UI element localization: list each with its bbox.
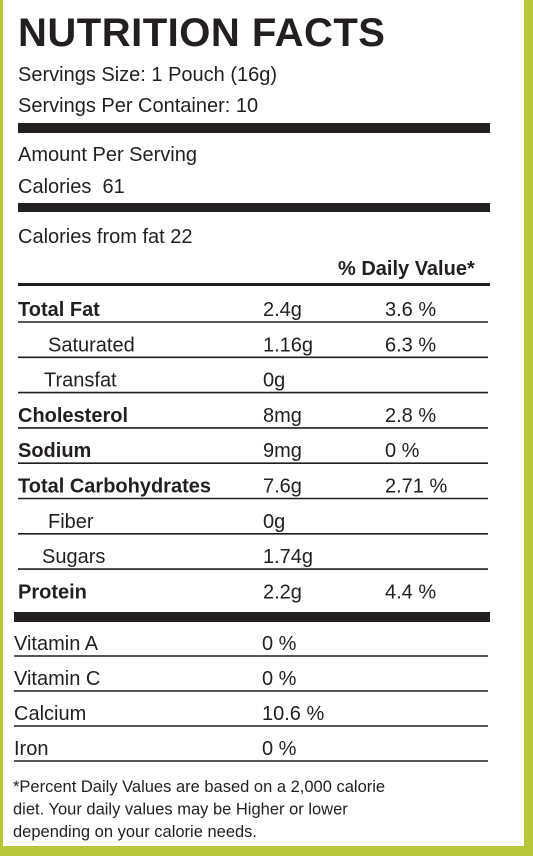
nutrient-daily-value: 6.3 % bbox=[385, 334, 436, 356]
label-panel bbox=[3, 0, 524, 846]
nutrient-amount: 2.4g bbox=[263, 299, 302, 321]
vitamin-amount: 10.6 % bbox=[262, 703, 324, 725]
vitamin-name: Vitamin C bbox=[14, 668, 100, 690]
vitamin-name: Calcium bbox=[14, 703, 86, 725]
nutrient-daily-value: 3.6 % bbox=[385, 299, 436, 321]
nutrient-name: Cholesterol bbox=[18, 405, 128, 427]
nutrient-name: Saturated bbox=[48, 334, 135, 356]
amount-per-serving: Amount Per Serving bbox=[18, 144, 197, 166]
footnote-line: *Percent Daily Values are based on a 2,0… bbox=[13, 778, 385, 796]
vitamin-name: Vitamin A bbox=[14, 633, 99, 655]
serving-size: Servings Size: 1 Pouch (16g) bbox=[18, 64, 277, 86]
nutrient-name: Protein bbox=[18, 581, 87, 603]
nutrient-table: Total Fat 2.4g 3.6 % Saturated 1.16g 6.3 % Tra… bbox=[18, 299, 488, 603]
calories-from-fat: Calories from fat 22 bbox=[18, 226, 193, 248]
nutrient-amount: 9mg bbox=[263, 440, 302, 462]
nutrient-name: Sugars bbox=[42, 546, 105, 568]
nutrient-daily-value: 0 % bbox=[385, 440, 420, 462]
nutrient-amount: 7.6g bbox=[263, 476, 302, 498]
thick-rule bbox=[14, 612, 490, 622]
nutrient-amount: 2.2g bbox=[263, 581, 302, 603]
footnote-line: depending on your calorie needs. bbox=[13, 823, 257, 841]
nutrient-name: Fiber bbox=[48, 511, 94, 533]
nutrient-amount: 0g bbox=[263, 370, 285, 392]
footnote-line: diet. Your daily values may be Higher or… bbox=[13, 801, 348, 819]
nutrient-name: Total Fat bbox=[18, 299, 100, 321]
vitamin-amount: 0 % bbox=[262, 668, 297, 690]
calories: Calories 61 bbox=[18, 176, 125, 198]
nutrient-name: Total Carbohydrates bbox=[18, 476, 211, 498]
nutrient-amount: 1.74g bbox=[263, 546, 313, 568]
vitamin-amount: 0 % bbox=[262, 738, 297, 760]
daily-value-header: % Daily Value* bbox=[338, 258, 475, 280]
nutrient-amount: 8mg bbox=[263, 405, 302, 427]
nutrient-name: Sodium bbox=[18, 440, 91, 462]
title: NUTRITION FACTS bbox=[18, 11, 385, 55]
nutrient-daily-value: 2.8 % bbox=[385, 405, 436, 427]
vitamin-amount: 0 % bbox=[262, 633, 297, 655]
vitamin-name: Iron bbox=[14, 738, 48, 760]
nutrient-name: Transfat bbox=[44, 370, 117, 392]
thick-rule bbox=[18, 123, 490, 133]
nutrient-daily-value: 4.4 % bbox=[385, 581, 436, 603]
rule bbox=[18, 283, 490, 286]
nutrient-amount: 0g bbox=[263, 511, 285, 533]
servings-per-container: Servings Per Container: 10 bbox=[18, 95, 258, 117]
nutrient-amount: 1.16g bbox=[263, 334, 313, 356]
vitamin-table: Vitamin A 0 % Vitamin C 0 % Calcium 10.6 % Iro… bbox=[14, 633, 488, 762]
nutrient-daily-value: 2.71 % bbox=[385, 476, 447, 498]
footnote: *Percent Daily Values are based on a 2,0… bbox=[13, 778, 385, 841]
thick-rule bbox=[18, 203, 490, 212]
